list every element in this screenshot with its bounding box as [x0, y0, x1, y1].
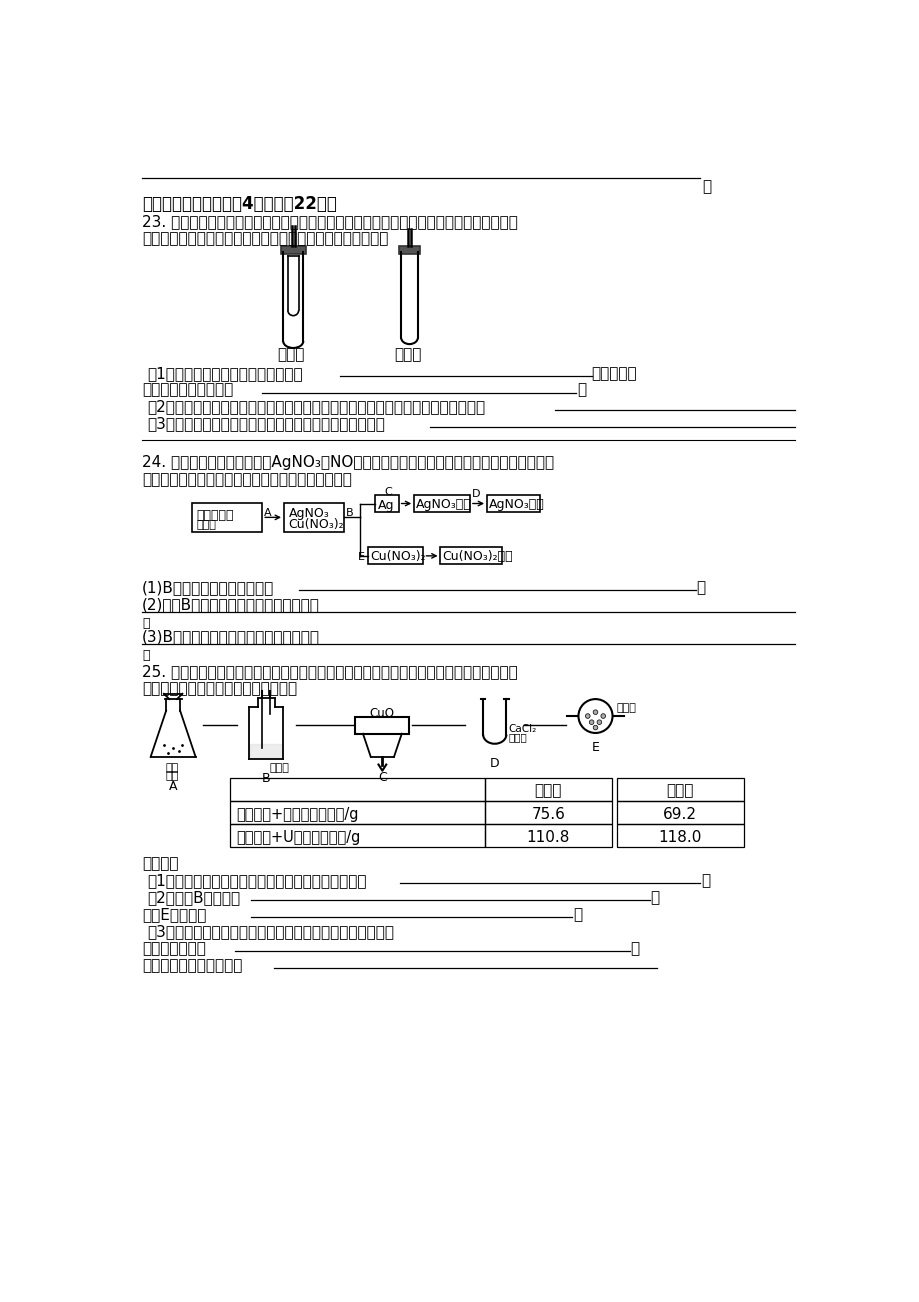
Bar [280, 246, 305, 254]
Text: C: C [378, 771, 386, 784]
Text: 干燥剂: 干燥剂 [508, 732, 527, 742]
Text: ，: ， [650, 891, 659, 905]
Text: 。: 。 [700, 874, 709, 888]
Text: AgNO₃: AgNO₃ [289, 508, 329, 521]
Bar [414, 495, 470, 512]
Text: D: D [490, 756, 499, 769]
Text: 碱石灰: 碱石灰 [616, 703, 636, 713]
Text: （1）装置正确的连接顺序（自左向右）是（填字母）: （1）装置正确的连接顺序（自左向右）是（填字母） [147, 874, 367, 888]
Text: B: B [346, 508, 353, 518]
Bar [398, 246, 420, 254]
Text: （1）哪个学生设计的装置比较合理？: （1）哪个学生设计的装置比较合理？ [147, 366, 303, 380]
Text: AgNO₃固体: AgNO₃固体 [488, 499, 544, 512]
Bar [617, 777, 743, 801]
Text: 25. 利用干燥而纯净的氢气还原氧化铜的实验测定水的质量组成。气装置如下图所示；完全: 25. 利用干燥而纯净的氢气还原氧化铜的实验测定水的质量组成。气装置如下图所示；… [142, 664, 517, 680]
Text: ，: ， [630, 941, 639, 956]
Text: (1)B步骤中应该加入的试剂是: (1)B步骤中应该加入的试剂是 [142, 579, 274, 595]
Text: 盐酸: 盐酸 [165, 763, 178, 773]
Text: 三、实验题（本题包括4小题，共22分）: 三、实验题（本题包括4小题，共22分） [142, 195, 336, 212]
Bar [230, 801, 485, 824]
Text: D: D [471, 488, 480, 499]
Bar [485, 824, 611, 846]
Bar [284, 503, 344, 533]
Bar [230, 777, 485, 801]
Text: 23. 有一乡村中学由于条件所限，仅有一大一小两种试管和稀硫酸。甲、乙两个学生找来铝: 23. 有一乡村中学由于条件所限，仅有一大一小两种试管和稀硫酸。甲、乙两个学生找… [142, 214, 517, 229]
Text: 焊片和镀银导线制取硝酸银和硝酸铜，其步骤如下：: 焊片和镀银导线制取硝酸银和硝酸铜，其步骤如下： [142, 471, 352, 487]
Bar [485, 777, 611, 801]
Text: E: E [591, 741, 599, 754]
Text: （氧化铜+玻璃管）的质量/g: （氧化铜+玻璃管）的质量/g [235, 807, 358, 822]
Text: E: E [358, 552, 365, 562]
Text: 。: 。 [573, 907, 582, 922]
Circle shape [578, 699, 612, 733]
Text: 118.0: 118.0 [658, 829, 701, 845]
Text: 实验后: 实验后 [665, 783, 693, 798]
Bar [440, 547, 502, 564]
Text: 稀硝酸: 稀硝酸 [196, 519, 216, 530]
Text: 69.2: 69.2 [663, 807, 697, 822]
Text: B: B [262, 772, 270, 785]
Text: (3)B步骤在过滤之前必须进行的操作是：: (3)B步骤在过滤之前必须进行的操作是： [142, 629, 320, 644]
Text: （2）用较合理的装置制取氢气，要使氢气充满收集氢气的试管，应该采取的措施是: （2）用较合理的装置制取氢气，要使氢气充满收集氢气的试管，应该采取的措施是 [147, 400, 485, 414]
Text: A: A [264, 508, 271, 518]
Text: 。: 。 [576, 383, 585, 397]
Text: 生成水的质量为: 生成水的质量为 [142, 941, 206, 956]
Bar [368, 547, 423, 564]
Text: 液硫酸: 液硫酸 [269, 763, 289, 773]
Bar [192, 503, 262, 533]
Text: 洗净的原料: 洗净的原料 [196, 509, 233, 522]
Text: 生成水中氢元素的质量为: 生成水中氢元素的质量为 [142, 958, 243, 973]
Circle shape [589, 720, 594, 724]
Text: A: A [169, 780, 177, 793]
Text: AgNO₃溶液: AgNO₃溶液 [415, 499, 471, 512]
Circle shape [596, 720, 601, 724]
Text: 110.8: 110.8 [526, 829, 569, 845]
Text: 。: 。 [702, 180, 710, 194]
Bar [486, 495, 539, 512]
Text: 24. 银能溶解在稀硝酸中生成AgNO₃、NO等物质。某课外活动小组利用废弃电子器件的镀银: 24. 银能溶解在稀硝酸中生成AgNO₃、NO等物质。某课外活动小组利用废弃电子… [142, 454, 553, 470]
Text: CaCl₂: CaCl₂ [508, 724, 537, 734]
Text: 试回答：: 试回答： [142, 857, 178, 871]
Bar [355, 717, 409, 734]
Text: Cu(NO₃)₂固体: Cu(NO₃)₂固体 [441, 551, 512, 564]
Text: Ag: Ag [378, 499, 394, 512]
Text: （氧化钙+U型管）的质量/g: （氧化钙+U型管）的质量/g [235, 829, 360, 845]
Circle shape [584, 713, 589, 719]
Text: Cu(NO₃)₂: Cu(NO₃)₂ [289, 518, 344, 531]
Text: C: C [383, 487, 391, 497]
Circle shape [600, 713, 605, 719]
Bar [617, 801, 743, 824]
Bar [617, 824, 743, 846]
Text: 制废牙膏皮，各自设计了一种装置，制取并收集一试管氢气。: 制废牙膏皮，各自设计了一种装置，制取并收集一试管氢气。 [142, 230, 388, 246]
Text: （3）还可以用哪些物品代替废牙膏皮和稀硫酸完成实验？: （3）还可以用哪些物品代替废牙膏皮和稀硫酸完成实验？ [147, 417, 385, 431]
Text: Cu(NO₃)₂: Cu(NO₃)₂ [369, 551, 425, 564]
Text: 75.6: 75.6 [530, 807, 564, 822]
Text: （3）根据实验数据填空（每空均须列出算式并得出结果）：: （3）根据实验数据填空（每空均须列出算式并得出结果）： [147, 924, 394, 939]
Text: （2）装置B的作用是: （2）装置B的作用是 [147, 891, 241, 905]
Text: 。: 。 [142, 617, 150, 630]
Text: CuO: CuO [369, 707, 394, 720]
Text: 。: 。 [142, 648, 150, 661]
Text: 的装置不合理的原因是: 的装置不合理的原因是 [142, 383, 233, 397]
Circle shape [593, 710, 597, 715]
Text: 。: 。 [696, 579, 705, 595]
Bar [485, 801, 611, 824]
Circle shape [593, 725, 597, 730]
Text: 锌粒: 锌粒 [165, 772, 178, 781]
Text: (2)写出B步骤中发生反应的化学方程式：: (2)写出B步骤中发生反应的化学方程式： [142, 596, 320, 612]
Text: 装置E的作用是: 装置E的作用是 [142, 907, 206, 922]
Text: 反应后其实验测定的数据如下表所列。: 反应后其实验测定的数据如下表所列。 [142, 681, 297, 697]
Bar [230, 824, 485, 846]
Text: 实验前: 实验前 [534, 783, 562, 798]
Text: 甲学生: 甲学生 [278, 348, 305, 362]
Text: 乙学生: 乙学生 [393, 348, 421, 362]
Bar [375, 495, 398, 512]
Text: 。另一设计: 。另一设计 [591, 366, 637, 380]
